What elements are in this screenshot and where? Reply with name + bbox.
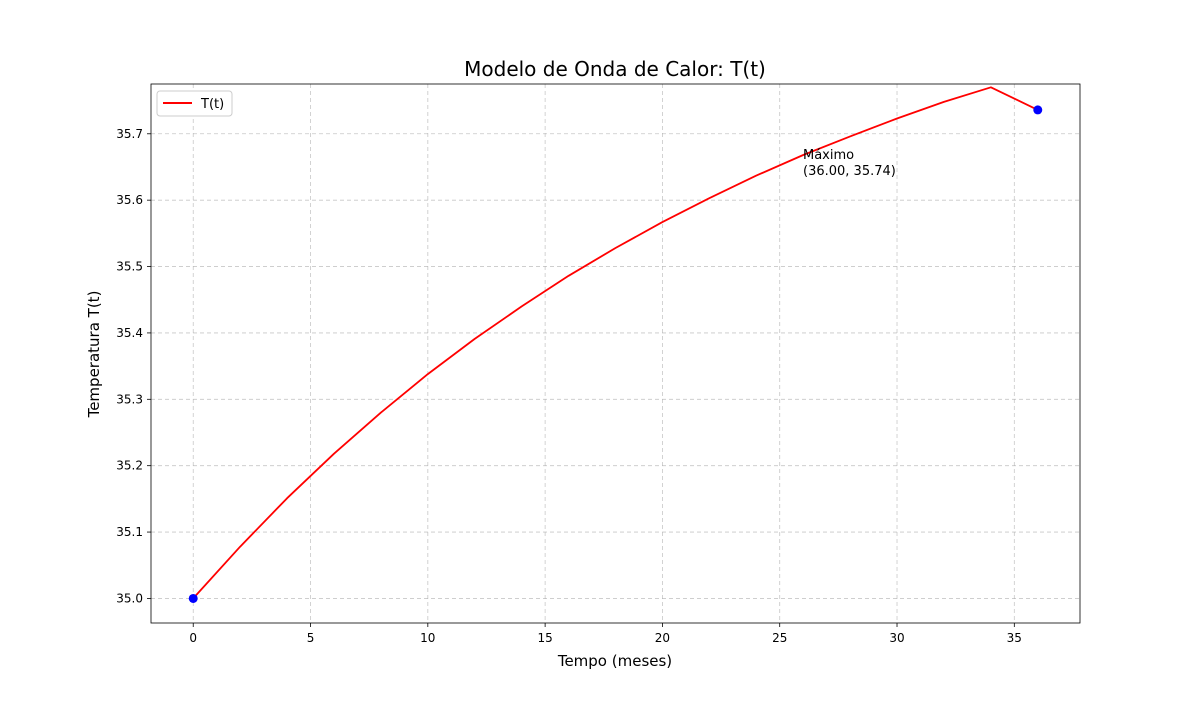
x-tick-label: 20 [655, 631, 670, 645]
x-tick-label: 30 [889, 631, 904, 645]
x-axis-label: Tempo (meses) [557, 652, 672, 670]
plot-frame [150, 83, 1081, 624]
grid-lines [151, 84, 1080, 623]
y-tick-label: 35.3 [116, 392, 143, 406]
x-tick-label: 5 [307, 631, 315, 645]
data-point-marker [188, 593, 198, 603]
y-tick-label: 35.7 [116, 127, 143, 141]
x-tick-label: 15 [537, 631, 552, 645]
series-layer [192, 86, 1039, 600]
x-tick-label: 35 [1007, 631, 1022, 645]
y-tick-label: 35.2 [116, 459, 143, 473]
x-tick-label: 0 [189, 631, 197, 645]
y-axis-label: Temperatura T(t) [85, 291, 103, 419]
x-tick-label: 25 [772, 631, 787, 645]
x-tick-label: 10 [420, 631, 435, 645]
data-point-marker [1033, 105, 1043, 115]
legend-label: T(t) [200, 97, 224, 112]
marker-layer [188, 105, 1043, 603]
y-tick-label: 35.0 [116, 591, 143, 605]
x-axis-ticks: 0 5 10 15 20 25 30 35 [189, 623, 1022, 645]
annotation-line1: Máximo [803, 148, 854, 163]
legend: T(t) [156, 90, 233, 117]
y-tick-label: 35.1 [116, 525, 143, 539]
series-line [192, 86, 1039, 600]
max-annotation: Máximo (36.00, 35.74) [803, 148, 896, 179]
chart-title: Modelo de Onda de Calor: T(t) [464, 57, 766, 81]
annotation-line2: (36.00, 35.74) [803, 164, 896, 179]
y-tick-label: 35.6 [116, 193, 143, 207]
legend-box [156, 90, 233, 117]
y-tick-label: 35.4 [116, 326, 143, 340]
y-tick-label: 35.5 [116, 260, 143, 274]
y-axis-ticks: 35.0 35.1 35.2 35.3 35.4 35.5 35.6 35.7 [116, 127, 151, 605]
